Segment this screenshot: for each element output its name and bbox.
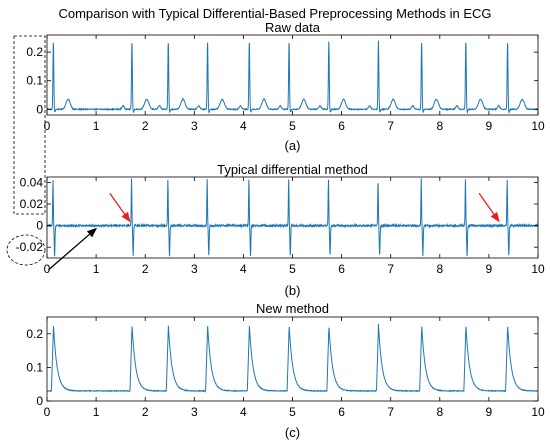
panel-title: New method	[256, 301, 329, 316]
x-tick-label: 4	[240, 119, 247, 133]
panel-caption: (b)	[285, 283, 301, 298]
x-tick-label: 2	[142, 262, 149, 276]
y-tick-label: 0	[36, 219, 43, 233]
x-tick-label: 9	[486, 405, 493, 419]
y-tick-label: 0.1	[26, 74, 43, 88]
panel-title: Raw data	[265, 20, 321, 35]
x-tick-label: 6	[338, 119, 345, 133]
dashed-scale-box	[13, 35, 46, 215]
x-tick-label: 1	[93, 119, 100, 133]
x-tick-label: 0	[44, 119, 51, 133]
black-arrow-head	[86, 227, 98, 238]
y-tick-label: 0.02	[20, 197, 44, 211]
panel-a-raw-data: Raw data 0 1 2 3 4 5 6 7 8 9 10 0.2 0.1 0 (a)	[26, 20, 545, 153]
panel-b-typical-differential: Typical differential method 0 1 2 3 4 5 6 7 8 9 10 0…	[16, 162, 545, 298]
y-tick-label: 0	[36, 394, 43, 408]
black-arrow-shaft	[48, 233, 90, 271]
x-tick-label: 10	[531, 262, 545, 276]
dashed-ellipse	[6, 234, 46, 266]
figure-title: Comparison with Typical Differential-Bas…	[58, 6, 491, 21]
x-tick-label: 9	[486, 262, 493, 276]
x-tick-label: 4	[240, 405, 247, 419]
panel-caption: (a)	[285, 138, 301, 153]
x-tick-label: 7	[387, 262, 394, 276]
signal-trace	[46, 178, 539, 257]
y-tick-label: 0.2	[26, 45, 43, 59]
x-tick-label: 1	[93, 405, 100, 419]
signal-trace	[46, 40, 539, 115]
x-tick-label: 7	[387, 119, 394, 133]
x-tick-label: 6	[338, 405, 345, 419]
annotation-overlay	[6, 35, 500, 271]
panel-title: Typical differential method	[217, 162, 368, 177]
x-tick-label: 6	[338, 262, 345, 276]
red-arrow-shaft	[109, 192, 126, 215]
y-tick-label: 0.1	[26, 360, 43, 374]
x-tick-label: 3	[191, 262, 198, 276]
y-tick-label: 0.04	[20, 175, 44, 189]
x-tick-label: 9	[486, 119, 493, 133]
axes-frame	[46, 34, 539, 116]
x-tick-label: 0	[44, 262, 51, 276]
x-tick-label: 2	[142, 405, 149, 419]
x-tick-label: 0	[44, 405, 51, 419]
x-tick-label: 8	[436, 119, 443, 133]
x-tick-label: 1	[93, 262, 100, 276]
panel-caption: (c)	[285, 425, 300, 440]
panel-c-new-method: New method 0 1 2 3 4 5 6 7 8 9 10 0.2 0.1 0 (c)	[26, 301, 545, 440]
y-tick-label: 0.2	[26, 327, 43, 341]
x-tick-label: 7	[387, 405, 394, 419]
x-tick-label: 5	[289, 262, 296, 276]
x-tick-label: 8	[436, 262, 443, 276]
y-tick-label: 0	[36, 102, 43, 116]
red-arrow-head	[490, 211, 500, 223]
x-tick-label: 10	[531, 405, 545, 419]
signal-trace	[46, 324, 539, 393]
y-tick-label: -0.02	[16, 240, 44, 254]
red-arrow-head	[121, 211, 131, 223]
x-tick-label: 2	[142, 119, 149, 133]
red-arrow-shaft	[478, 192, 495, 215]
x-tick-label: 5	[289, 119, 296, 133]
x-tick-label: 5	[289, 405, 296, 419]
x-tick-label: 3	[191, 405, 198, 419]
x-tick-label: 8	[436, 405, 443, 419]
x-tick-label: 10	[531, 119, 545, 133]
x-tick-label: 3	[191, 119, 198, 133]
x-tick-label: 4	[240, 262, 247, 276]
